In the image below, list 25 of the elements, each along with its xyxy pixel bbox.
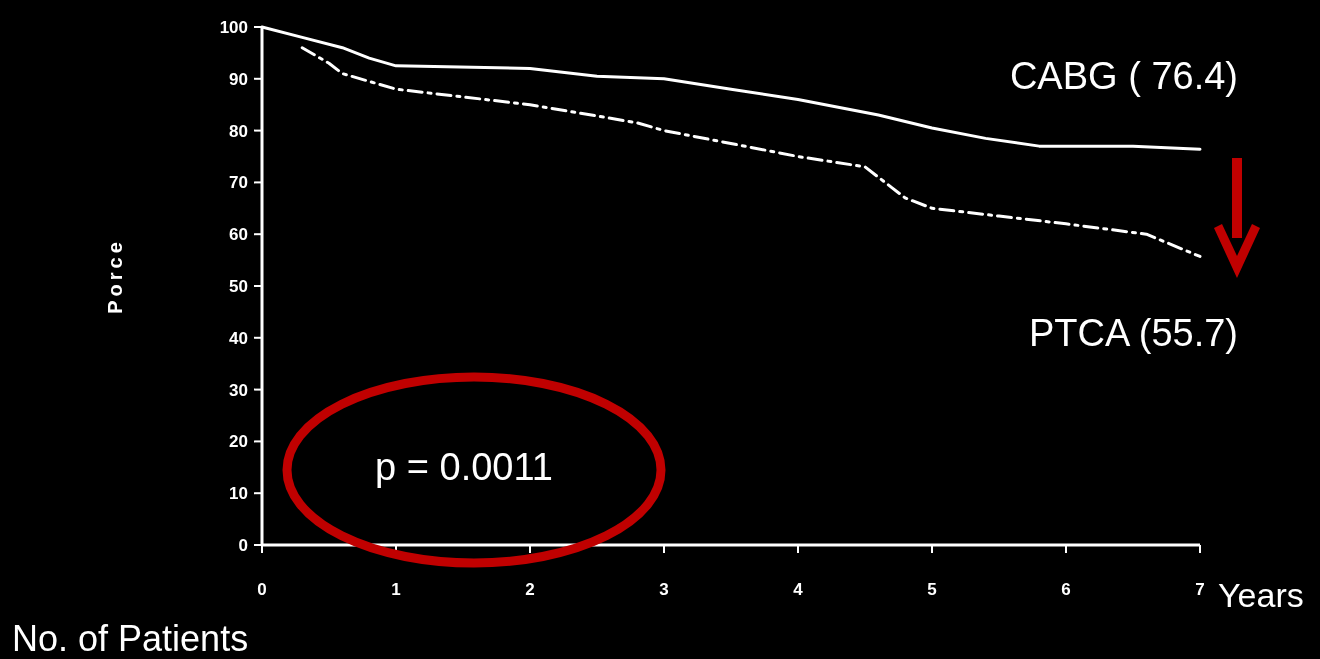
- x-tick-label: 3: [659, 580, 669, 599]
- series-label: PTCA (55.7): [1028, 312, 1238, 355]
- x-tick-label: 2: [525, 580, 535, 599]
- series-label: CABG ( 76.4): [1009, 55, 1238, 98]
- y-tick-label: 90: [229, 69, 248, 89]
- y-tick-label: 70: [229, 173, 248, 193]
- x-tick-label: 1: [391, 580, 401, 599]
- x-tick-label: 0: [257, 580, 267, 599]
- x-tick-label: 5: [927, 580, 937, 599]
- x-axis-title: Years: [1218, 576, 1304, 614]
- annotation: p = 0.0011: [375, 446, 553, 488]
- y-axis-title: Porce: [104, 238, 126, 314]
- y-tick-label: 100: [219, 17, 248, 37]
- y-tick-label: 20: [229, 432, 248, 452]
- y-tick-label: 50: [229, 276, 248, 296]
- y-tick-label: 40: [229, 328, 248, 348]
- y-tick-label: 30: [229, 380, 248, 400]
- y-tick-label: 0: [238, 535, 248, 555]
- x-tick-label: 6: [1061, 580, 1071, 599]
- x-tick-label: 4: [793, 580, 804, 599]
- y-tick-label: 80: [229, 121, 248, 141]
- y-tick-label: 10: [229, 484, 248, 504]
- text: No. of Patients: [12, 618, 249, 659]
- y-tick-label: 60: [229, 225, 248, 245]
- x-tick-label: 7: [1195, 580, 1205, 599]
